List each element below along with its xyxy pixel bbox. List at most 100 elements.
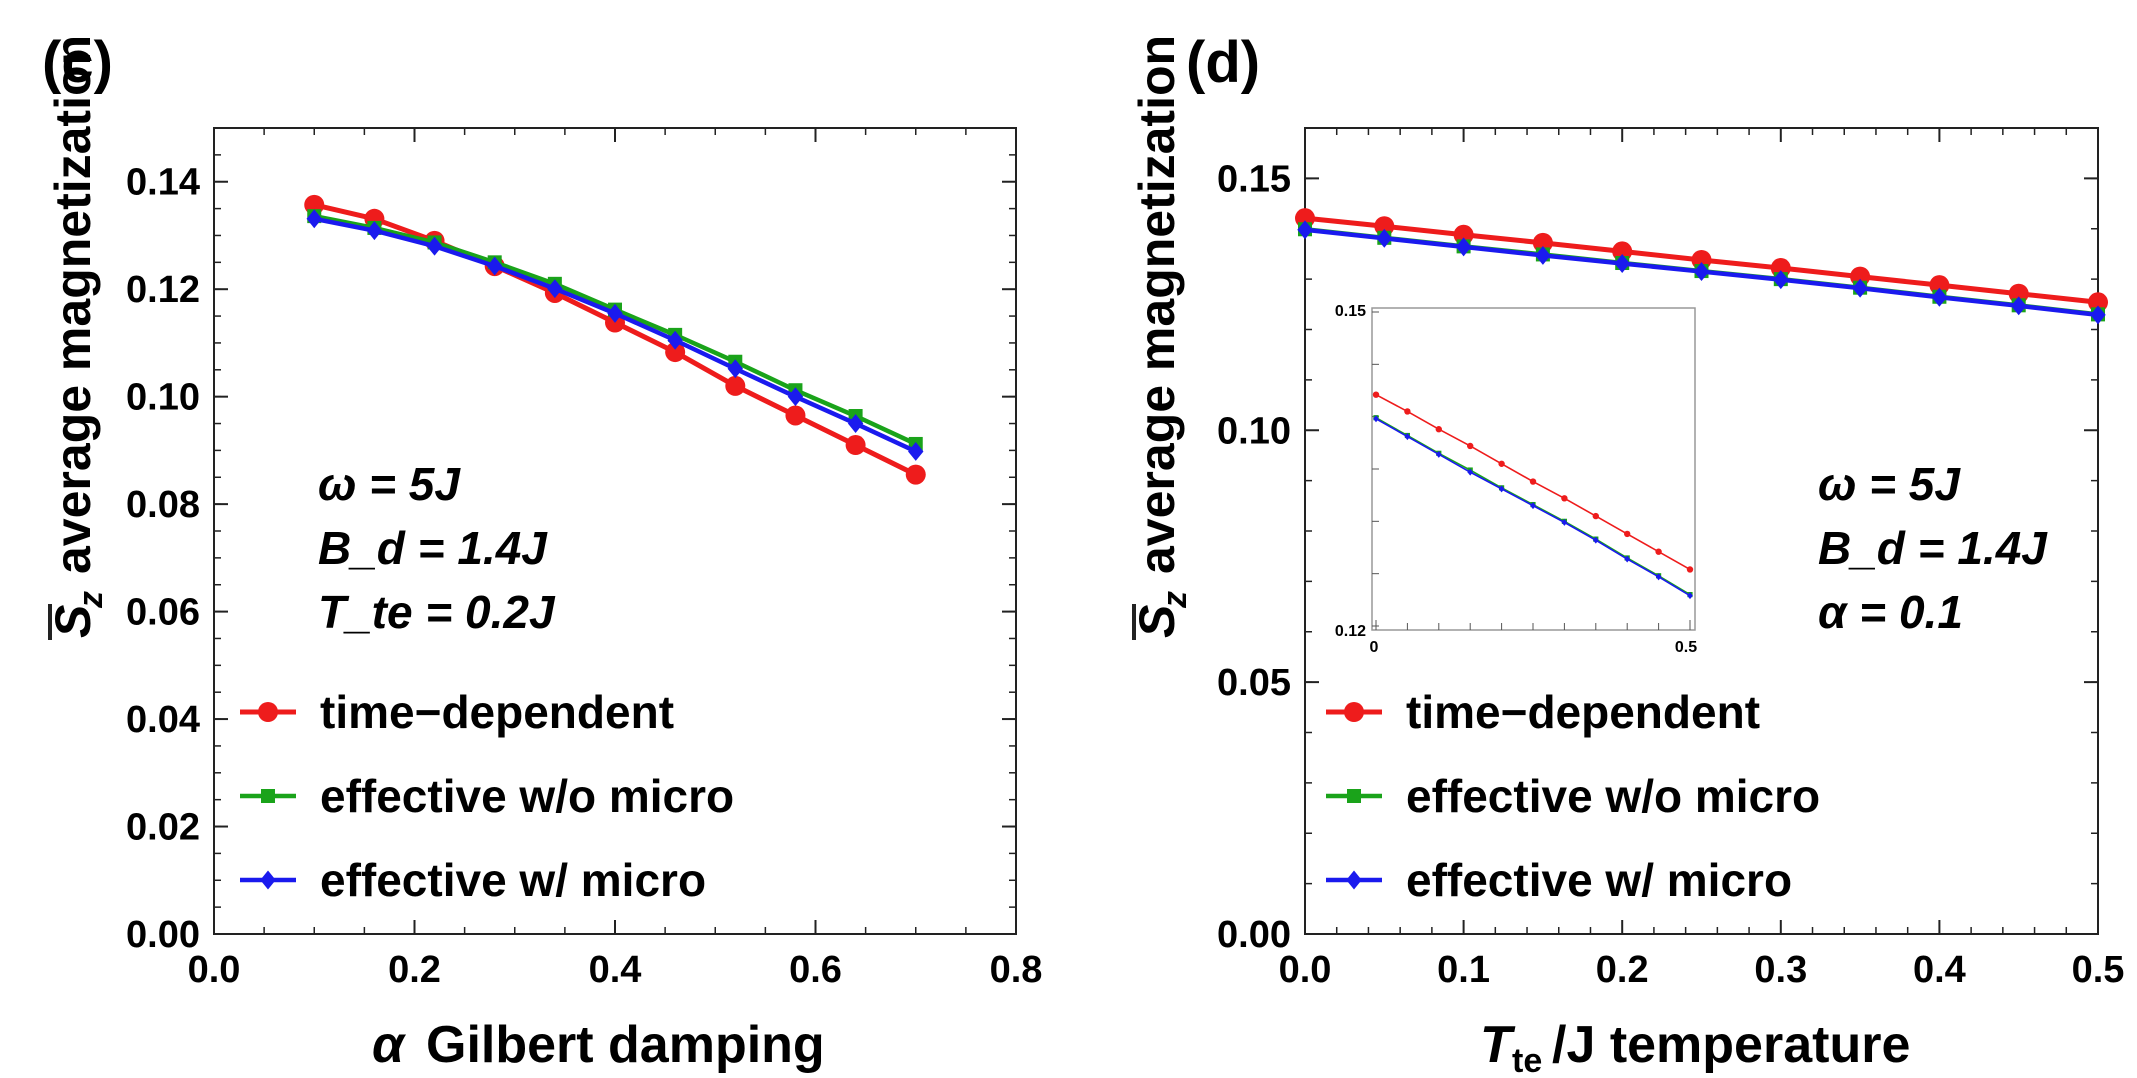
inset-ytick-top: 0.15: [1335, 303, 1366, 320]
legend-marker-time-dependent: [1344, 702, 1364, 722]
inset-point-time-dependent: [1435, 426, 1443, 433]
point-effective-w-micro: [787, 387, 804, 407]
inset-point-time-dependent: [1561, 495, 1568, 502]
x-tick-label: 0.8: [990, 949, 1043, 991]
panel-label-c: (c): [42, 30, 113, 95]
legend-label-time-dependent: time−dependent: [320, 686, 674, 738]
panel-label-d: (d): [1186, 30, 1260, 95]
series-d: [1295, 208, 2108, 325]
series-line-effective-w-micro: [313, 216, 917, 454]
legend-c: time−dependent effective w/o micro effecti…: [240, 686, 734, 906]
tick-labels-c: 0.0 0.2 0.4 0.6 0.8 0.00 0.02 0.04 0.06 0.08 0.10 0…: [126, 162, 1042, 991]
x-label-text-d: /J temperature: [1552, 1016, 1910, 1074]
point-time-dependent: [2088, 292, 2108, 313]
annotation-c-line3: T_te = 0.2J: [318, 586, 556, 638]
point-effective-w-micro: [2090, 305, 2106, 325]
point-effective-w-micro: [1535, 245, 1551, 265]
inset-point-time-dependent: [1529, 478, 1537, 485]
y-tick-label: 0.02: [126, 807, 200, 849]
legend-marker-effective-w-o-micro: [261, 789, 275, 803]
x-tick-label: 0.2: [388, 949, 441, 991]
ticks-c: [213, 127, 1017, 935]
point-effective-w-micro: [1614, 254, 1630, 273]
annotation-c: ω = 5J B_d = 1.4J T_te = 0.2J: [318, 458, 556, 638]
point-time-dependent: [785, 405, 806, 426]
point-effective-w-micro: [1852, 278, 1868, 298]
point-effective-w-micro: [426, 236, 443, 256]
annotation-c-line1: ω = 5J: [318, 458, 461, 510]
inset-point-effective-w-micro: [1687, 592, 1693, 600]
inset-point-effective-w-micro: [1435, 450, 1442, 458]
legend-label-time-dependent: time−dependent: [1406, 686, 1760, 738]
x-symbol-sub-d: te: [1512, 1042, 1542, 1078]
annotation-c-line2: B_d = 1.4J: [318, 522, 548, 574]
legend-marker-effective-w-micro: [260, 870, 276, 890]
y-tick-label: 0.00: [126, 914, 200, 956]
x-tick-label: 0.3: [1754, 949, 1807, 991]
y-symbol-sub-d: z: [1156, 591, 1194, 609]
panel-d: (d) 0.0 0.1 0.2 0.3 0.4 0.5 0.00 0.05 0.10 0.15 S…: [1129, 30, 2124, 1078]
inset-point-effective-w-micro: [1530, 502, 1536, 510]
inset-point-effective-w-micro: [1592, 536, 1599, 544]
point-time-dependent: [725, 375, 746, 396]
point-effective-w-micro: [908, 442, 924, 461]
inset-point-effective-w-micro: [1373, 415, 1379, 423]
point-effective-w-micro: [847, 414, 864, 433]
y-tick-label: 0.06: [126, 592, 200, 634]
y-symbol-d: S: [1129, 605, 1185, 638]
point-effective-w-micro: [1931, 287, 1948, 307]
legend-label-effective-w-micro: effective w/ micro: [1406, 854, 1792, 906]
x-tick-label: 0.0: [188, 949, 241, 991]
point-effective-w-micro: [727, 359, 743, 379]
point-time-dependent: [905, 464, 926, 485]
point-effective-w-micro: [1376, 228, 1392, 248]
y-tick-label: 0.15: [1217, 158, 1291, 200]
inset-point-time-dependent: [1592, 512, 1600, 520]
x-tick-label: 0.5: [2072, 949, 2125, 991]
point-effective-w-micro: [306, 209, 322, 229]
x-label-text-c: Gilbert damping: [426, 1016, 825, 1074]
inset-point-effective-w-micro: [1624, 555, 1631, 563]
inset-point-time-dependent: [1467, 442, 1474, 450]
y-tick-label: 0.10: [126, 377, 200, 419]
legend-label-effective-w-o-micro: effective w/o micro: [320, 770, 734, 822]
inset-ytick-bottom: 0.12: [1335, 623, 1366, 640]
x-symbol-c: α: [372, 1016, 407, 1074]
inset-point-effective-w-micro: [1655, 573, 1662, 581]
annotation-d: ω = 5J B_d = 1.4J α = 0.1: [1818, 458, 2048, 638]
x-axis-label-d: T te /J temperature: [1480, 1016, 1910, 1078]
point-effective-w-micro: [667, 330, 683, 350]
y-tick-label: 0.08: [126, 484, 200, 526]
x-tick-label: 0.4: [589, 949, 642, 991]
point-effective-w-micro: [2011, 296, 2027, 316]
point-effective-w-micro: [487, 256, 503, 276]
y-axis-label-d: S z average magnetization: [1129, 35, 1194, 640]
point-time-dependent: [665, 342, 686, 363]
point-effective-w-micro: [607, 303, 623, 323]
point-effective-w-micro: [1297, 220, 1313, 240]
inset-series: [1372, 391, 1694, 600]
y-symbol-sub-c: z: [72, 591, 110, 609]
y-tick-label: 0.00: [1217, 914, 1291, 956]
x-tick-label: 0.6: [789, 949, 842, 991]
x-tick-label: 0.4: [1913, 949, 1966, 991]
y-label-text-c: average magnetization: [45, 35, 101, 574]
tick-labels-d: 0.0 0.1 0.2 0.3 0.4 0.5 0.00 0.05 0.10 0.15: [1217, 158, 2124, 991]
inset-point-time-dependent: [1686, 566, 1694, 573]
legend-marker-effective-w-o-micro: [1347, 789, 1361, 803]
inset-point-effective-w-micro: [1498, 485, 1505, 493]
x-tick-label: 0.1: [1437, 949, 1490, 991]
legend-label-effective-w-o-micro: effective w/o micro: [1406, 770, 1820, 822]
series-line-time-dependent: [313, 202, 917, 477]
point-time-dependent: [845, 435, 866, 456]
inset-frame: [1371, 307, 1696, 631]
inset-point-time-dependent: [1372, 391, 1380, 398]
inset-point-effective-w-micro: [1404, 433, 1411, 441]
legend-d: time−dependent effective w/o micro effecti…: [1326, 686, 1820, 906]
inset-point-effective-w-micro: [1467, 468, 1474, 476]
inset-xtick-left: 0: [1370, 639, 1379, 656]
annotation-d-line3: α = 0.1: [1818, 586, 1963, 638]
point-effective-w-micro: [547, 279, 563, 299]
x-symbol-d: T: [1480, 1016, 1516, 1074]
